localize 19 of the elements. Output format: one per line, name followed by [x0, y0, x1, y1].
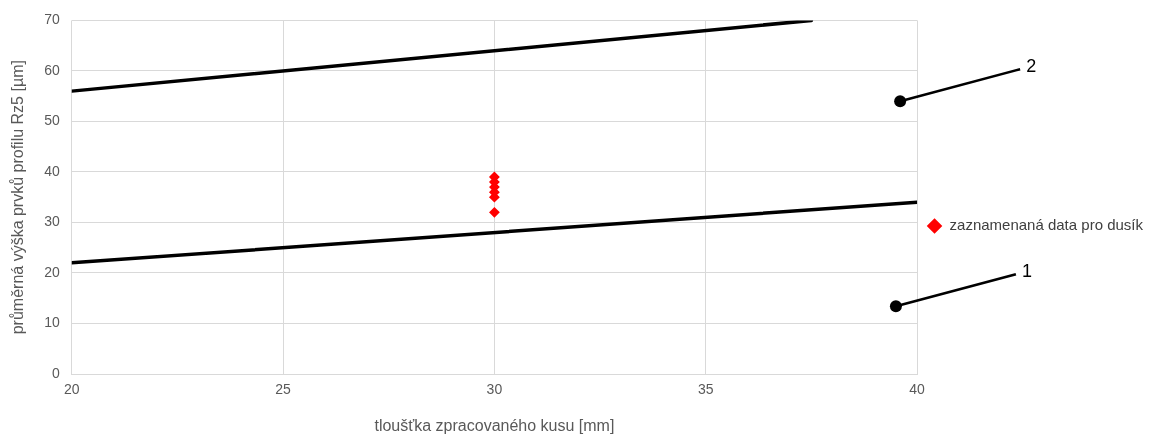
x-tick-label: 35 — [697, 381, 714, 398]
x-tick-label: 25 — [275, 381, 292, 398]
y-tick-label: 20 — [44, 263, 60, 280]
x-tick-label: 20 — [63, 381, 80, 398]
legend-label: zaznamenaná data pro dusík — [949, 216, 1144, 234]
x-axis-title: tloušťka zpracovaného kusu [mm] — [374, 416, 615, 434]
y-tick-label: 70 — [44, 11, 60, 28]
x-tick-label: 40 — [909, 381, 926, 398]
annotation: 1 — [1021, 261, 1032, 282]
y-tick-label: 0 — [51, 364, 60, 381]
point — [489, 207, 500, 218]
y-tick-label: 10 — [44, 314, 60, 331]
x-tick-label: 30 — [486, 381, 503, 398]
y-tick-label: 40 — [44, 162, 60, 179]
y-tick-label: 60 — [44, 61, 60, 78]
y-tick-label: 50 — [44, 112, 60, 129]
annotation: 2 — [1026, 56, 1037, 77]
y-tick-label: 30 — [44, 213, 60, 230]
y-axis-title: průměrná výška prvků profilu Rz5 [µm] — [9, 60, 27, 335]
